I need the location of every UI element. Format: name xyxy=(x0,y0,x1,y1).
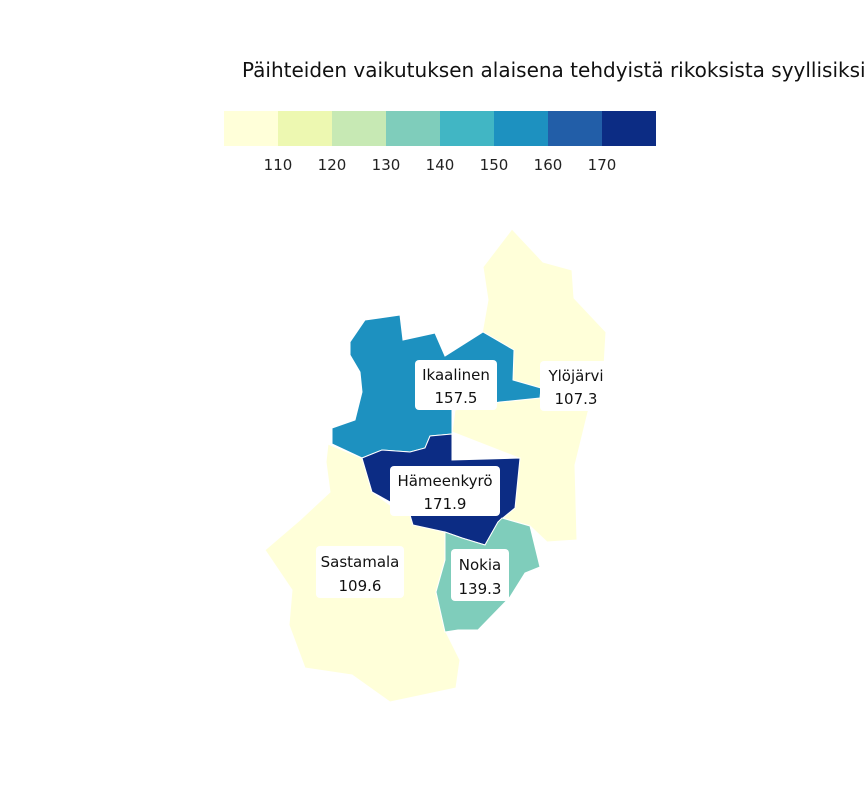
legend-tick-label: 120 xyxy=(318,156,347,174)
region-label-value: 109.6 xyxy=(339,577,382,595)
region-label-name: Ikaalinen xyxy=(422,366,490,384)
legend-swatch xyxy=(440,111,494,146)
legend-swatch xyxy=(386,111,440,146)
legend-swatch xyxy=(278,111,332,146)
region-label-sastamala: Sastamala 109.6 xyxy=(316,546,404,598)
legend-swatch xyxy=(494,111,548,146)
legend-swatch xyxy=(224,111,278,146)
region-label-ylojarvi: Ylöjärvi 107.3 xyxy=(540,361,612,411)
region-label-value: 139.3 xyxy=(459,580,502,598)
region-label-hameenkyro: Hämeenkyrö 171.9 xyxy=(390,466,500,516)
legend-swatch xyxy=(332,111,386,146)
map-title: Päihteiden vaikutuksen alaisena tehdyist… xyxy=(242,58,864,82)
color-legend: 110 120 130 140 150 160 170 xyxy=(224,111,656,174)
region-label-name: Nokia xyxy=(459,556,501,574)
legend-swatch xyxy=(602,111,656,146)
legend-tick-label: 140 xyxy=(426,156,455,174)
legend-tick-label: 150 xyxy=(480,156,509,174)
region-label-value: 171.9 xyxy=(424,495,467,513)
legend-tick-label: 170 xyxy=(588,156,617,174)
legend-swatch xyxy=(548,111,602,146)
region-label-name: Ylöjärvi xyxy=(547,367,603,385)
legend-tick-label: 130 xyxy=(372,156,401,174)
region-label-nokia: Nokia 139.3 xyxy=(451,549,509,601)
legend-tick-label: 160 xyxy=(534,156,563,174)
region-label-name: Sastamala xyxy=(321,553,400,571)
region-label-value: 107.3 xyxy=(555,390,598,408)
legend-tick-label: 110 xyxy=(264,156,293,174)
region-label-name: Hämeenkyrö xyxy=(397,472,492,490)
region-label-ikaalinen: Ikaalinen 157.5 xyxy=(415,360,497,410)
region-label-value: 157.5 xyxy=(435,389,478,407)
